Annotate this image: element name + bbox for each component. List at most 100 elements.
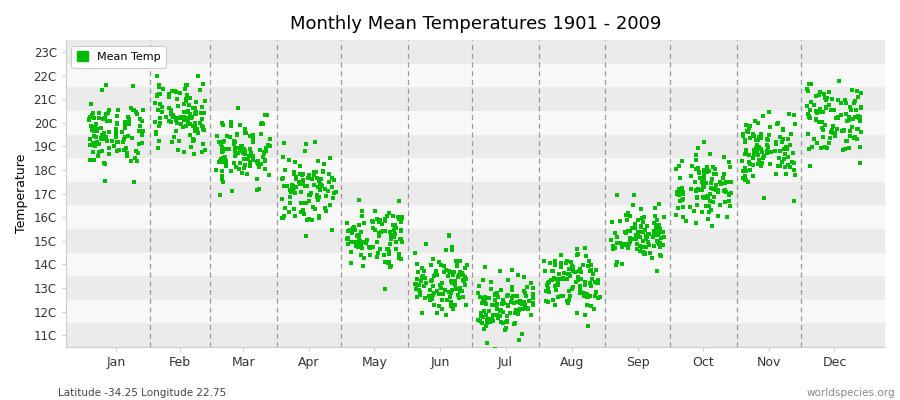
Point [234, 148, 248, 154]
Point [612, 240, 626, 246]
Point [441, 268, 455, 274]
Point [395, 214, 410, 220]
Point [411, 269, 426, 276]
Point [854, 104, 868, 111]
Point [631, 232, 645, 238]
Point [742, 167, 757, 174]
Point [513, 300, 527, 306]
Point [800, 103, 814, 110]
Point [148, 131, 163, 137]
Point [556, 270, 571, 276]
Point [697, 170, 711, 177]
Point [382, 247, 396, 254]
Point [713, 179, 727, 185]
Point [777, 156, 791, 162]
Point [478, 294, 492, 300]
Point [293, 200, 308, 206]
Point [282, 157, 296, 163]
Point [382, 240, 397, 247]
Point [176, 124, 190, 130]
Point [649, 225, 663, 231]
Bar [66, 87, 885, 111]
Point [477, 308, 491, 314]
Point [122, 116, 137, 122]
Point [243, 133, 257, 139]
Point [129, 109, 143, 115]
Point [760, 137, 775, 143]
Point [214, 141, 229, 147]
Point [308, 206, 322, 212]
Point [566, 268, 580, 275]
Point [808, 108, 823, 114]
Point [786, 150, 800, 157]
Point [85, 126, 99, 133]
Point [716, 175, 731, 182]
Point [109, 130, 123, 136]
Point [275, 214, 290, 221]
Point [778, 171, 793, 177]
Point [388, 231, 402, 237]
Point [215, 149, 230, 156]
Point [695, 179, 709, 186]
Point [209, 167, 223, 173]
Point [839, 111, 853, 118]
Point [650, 226, 664, 233]
Point [129, 148, 143, 154]
Point [312, 178, 327, 184]
Point [847, 135, 861, 142]
Point [548, 286, 562, 293]
Point [340, 241, 355, 247]
Point [640, 222, 654, 229]
Point [99, 82, 113, 88]
Point [254, 121, 268, 128]
Point [488, 346, 502, 352]
Point [378, 216, 392, 222]
Point [195, 126, 210, 132]
Point [254, 161, 268, 167]
Point [697, 177, 711, 184]
Point [127, 178, 141, 185]
Point [252, 163, 266, 170]
Point [83, 156, 97, 163]
Point [96, 159, 111, 166]
Point [689, 202, 704, 208]
Point [176, 117, 191, 123]
Point [556, 274, 571, 281]
Point [289, 176, 303, 183]
Point [215, 176, 230, 182]
Point [813, 106, 827, 113]
Point [246, 157, 260, 164]
Point [590, 280, 604, 286]
Point [423, 262, 437, 268]
Point [319, 193, 333, 199]
Point [181, 118, 195, 125]
Point [451, 274, 465, 280]
Point [633, 229, 647, 235]
Point [100, 138, 114, 144]
Point [555, 293, 570, 299]
Point [738, 165, 752, 171]
Point [351, 235, 365, 242]
Point [295, 171, 310, 178]
Point [492, 308, 507, 314]
Point [119, 145, 133, 152]
Point [762, 109, 777, 116]
Point [296, 176, 310, 183]
Point [524, 312, 538, 318]
Point [286, 171, 301, 178]
Point [473, 311, 488, 317]
Point [227, 160, 241, 166]
Point [228, 153, 242, 159]
Point [164, 119, 178, 126]
Point [735, 175, 750, 181]
Point [352, 241, 366, 247]
Point [410, 294, 425, 300]
Point [656, 214, 670, 220]
Point [565, 264, 580, 270]
Point [696, 183, 710, 190]
Point [845, 124, 859, 130]
Point [573, 289, 588, 295]
Point [638, 251, 652, 258]
Point [371, 250, 385, 256]
Point [364, 244, 378, 251]
